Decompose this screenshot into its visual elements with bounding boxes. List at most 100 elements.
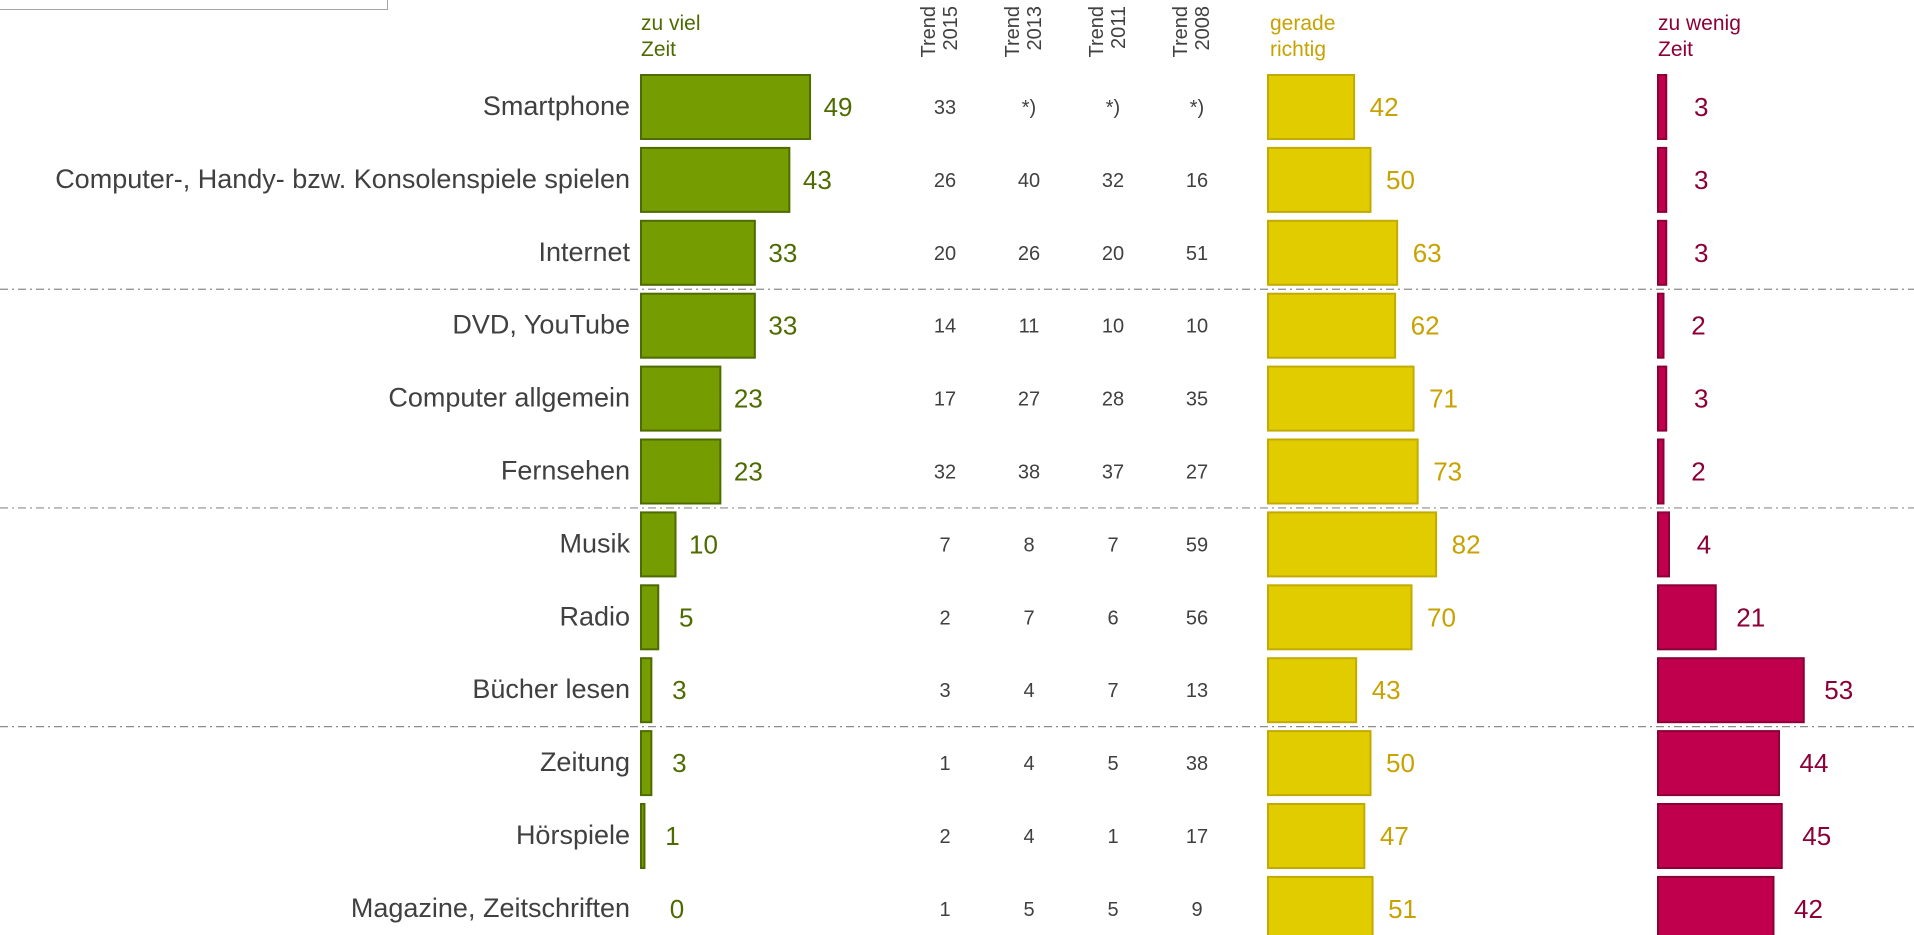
value-label-too-much: 5 xyxy=(679,602,693,632)
category-label: Hörspiele xyxy=(516,820,630,850)
category-label: Internet xyxy=(538,237,630,267)
trend-value: 35 xyxy=(1186,389,1208,411)
bar-just-right xyxy=(1267,511,1438,578)
bar-too-little xyxy=(1657,511,1670,578)
trend-value: 5 xyxy=(1023,899,1034,921)
value-label-too-much: 49 xyxy=(824,92,853,122)
trend-value: 9 xyxy=(1191,899,1202,921)
value-label-too-much: 3 xyxy=(672,748,686,778)
value-label-just-right: 82 xyxy=(1452,529,1481,559)
bar-just-right xyxy=(1267,219,1399,286)
trend-value: 8 xyxy=(1023,534,1034,556)
trend-value: 17 xyxy=(1186,826,1208,848)
bar-too-much xyxy=(640,511,677,578)
trend-value: 38 xyxy=(1186,753,1208,775)
trend-header: Trend xyxy=(1086,6,1108,58)
trend-value: 56 xyxy=(1186,607,1208,629)
value-label-just-right: 62 xyxy=(1411,311,1440,341)
trend-value: 3 xyxy=(939,680,950,702)
value-label-just-right: 71 xyxy=(1429,384,1458,414)
value-label-too-little: 3 xyxy=(1694,384,1708,414)
value-label-too-much: 3 xyxy=(672,675,686,705)
bar-just-right xyxy=(1267,875,1374,935)
bar-too-much xyxy=(640,365,722,432)
trend-header: Trend xyxy=(1002,6,1024,58)
category-label: Magazine, Zeitschriften xyxy=(351,893,630,923)
trend-value: 32 xyxy=(934,462,956,484)
trend-value: 7 xyxy=(1107,680,1118,702)
trend-value: 37 xyxy=(1102,462,1124,484)
trend-value: 6 xyxy=(1107,607,1118,629)
category-label: Computer allgemein xyxy=(388,383,630,413)
value-label-too-little: 44 xyxy=(1800,748,1829,778)
category-label: Radio xyxy=(559,601,630,631)
bar-too-little xyxy=(1657,875,1775,935)
trend-header: 2013 xyxy=(1024,6,1046,51)
trend-value: 27 xyxy=(1186,462,1208,484)
bar-too-little xyxy=(1657,730,1780,797)
value-label-just-right: 47 xyxy=(1380,821,1409,851)
value-label-too-much: 43 xyxy=(803,165,832,195)
bar-too-much xyxy=(640,146,791,213)
trend-value: 20 xyxy=(934,243,956,265)
bar-too-little xyxy=(1657,74,1668,140)
trend-value: 4 xyxy=(1023,680,1034,702)
series-header-just-right: gerade xyxy=(1270,12,1335,35)
bar-too-little xyxy=(1657,438,1665,505)
bar-just-right xyxy=(1267,730,1372,797)
trend-value: 27 xyxy=(1018,389,1040,411)
value-label-just-right: 51 xyxy=(1388,894,1417,924)
value-label-too-little: 4 xyxy=(1697,529,1711,559)
bar-too-much xyxy=(640,584,660,651)
trend-value: 40 xyxy=(1018,170,1040,192)
bar-too-little xyxy=(1657,365,1668,432)
value-label-just-right: 63 xyxy=(1413,238,1442,268)
bar-just-right xyxy=(1267,146,1372,213)
trend-value: 2 xyxy=(939,607,950,629)
trend-value: 20 xyxy=(1102,243,1124,265)
trend-header: 2011 xyxy=(1108,6,1130,49)
trend-value: *) xyxy=(1106,97,1120,119)
bar-too-much xyxy=(640,730,653,797)
bar-just-right xyxy=(1267,74,1356,140)
value-label-too-little: 42 xyxy=(1794,894,1823,924)
value-label-too-little: 2 xyxy=(1691,457,1705,487)
trend-value: 59 xyxy=(1186,534,1208,556)
top-left-frame xyxy=(0,0,388,10)
trend-value: 11 xyxy=(1019,316,1040,338)
trend-value: 1 xyxy=(1107,826,1118,848)
bar-too-little xyxy=(1657,219,1668,286)
trend-value: 32 xyxy=(1102,170,1124,192)
bar-just-right xyxy=(1267,365,1415,432)
value-label-too-much: 1 xyxy=(665,821,679,851)
value-label-too-much: 0 xyxy=(670,894,684,924)
value-label-just-right: 50 xyxy=(1386,748,1415,778)
trend-value: 38 xyxy=(1018,462,1040,484)
value-label-just-right: 50 xyxy=(1386,165,1415,195)
bar-just-right xyxy=(1267,803,1366,869)
bar-too-much xyxy=(640,438,722,505)
value-label-just-right: 73 xyxy=(1433,457,1462,487)
bar-just-right xyxy=(1267,584,1413,651)
value-label-too-little: 2 xyxy=(1691,311,1705,341)
category-label: Bücher lesen xyxy=(472,674,630,704)
trend-value: 16 xyxy=(1186,170,1208,192)
trend-value: 2 xyxy=(939,826,950,848)
value-label-too-little: 21 xyxy=(1736,602,1765,632)
value-label-just-right: 42 xyxy=(1370,92,1399,122)
trend-value: 14 xyxy=(934,316,956,338)
trend-value: 51 xyxy=(1186,243,1208,265)
trend-header: 2015 xyxy=(940,6,962,51)
bar-too-much xyxy=(640,803,646,869)
bar-just-right xyxy=(1267,657,1358,724)
bar-too-much xyxy=(640,292,756,359)
series-header-too-little: zu wenig xyxy=(1658,12,1741,35)
bar-too-much xyxy=(640,74,812,140)
trend-value: 17 xyxy=(934,389,956,411)
category-label: Smartphone xyxy=(483,91,630,121)
trend-value: 4 xyxy=(1023,826,1034,848)
trend-value: 26 xyxy=(934,170,956,192)
bar-too-much xyxy=(640,219,756,286)
trend-value: 5 xyxy=(1107,753,1118,775)
